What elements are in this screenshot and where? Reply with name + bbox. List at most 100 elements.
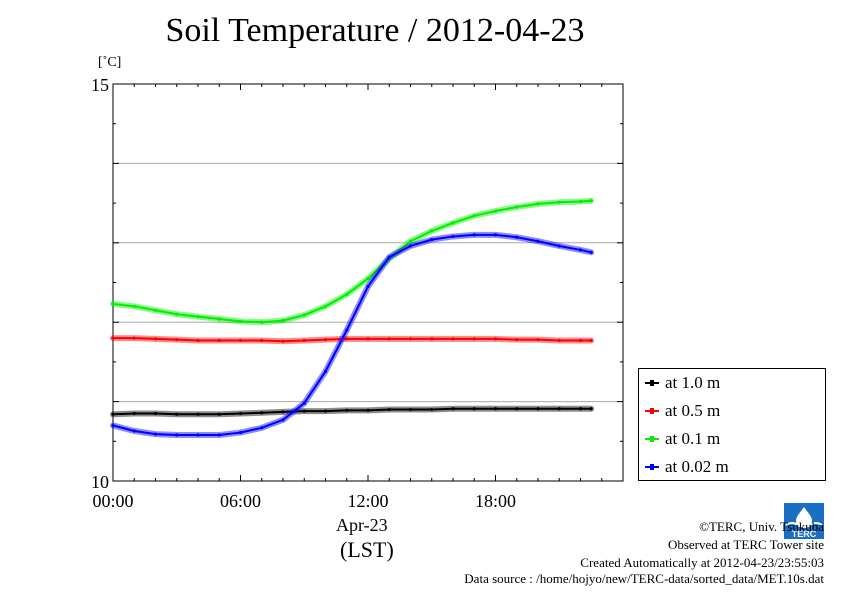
series-line-1 bbox=[112, 337, 593, 343]
data-point-3 bbox=[323, 369, 328, 374]
legend-item-002m: at 0.02 m bbox=[645, 457, 729, 477]
data-point-3 bbox=[515, 235, 519, 239]
data-point-2 bbox=[175, 312, 179, 316]
legend-swatch-002m bbox=[645, 464, 659, 470]
data-point-2 bbox=[260, 320, 264, 324]
data-point-3 bbox=[196, 433, 200, 437]
data-point-2 bbox=[515, 205, 519, 209]
data-point-0 bbox=[515, 407, 519, 411]
series-band-2 bbox=[110, 197, 595, 326]
data-point-3 bbox=[175, 433, 179, 437]
data-point-0 bbox=[387, 407, 391, 412]
data-point-1 bbox=[493, 337, 498, 341]
data-point-2 bbox=[557, 200, 561, 204]
data-point-3 bbox=[281, 418, 285, 422]
data-point-3 bbox=[578, 248, 583, 252]
observed-site-text: Observed at TERC Tower site bbox=[667, 537, 824, 552]
data-point-2 bbox=[408, 239, 413, 243]
data-point-1 bbox=[345, 337, 349, 341]
data-point-0 bbox=[578, 407, 583, 411]
data-point-1 bbox=[132, 336, 136, 340]
data-point-3 bbox=[451, 234, 455, 239]
series-line-0 bbox=[112, 407, 593, 416]
data-point-0 bbox=[345, 408, 349, 412]
data-point-2 bbox=[578, 199, 583, 204]
data-point-2 bbox=[493, 209, 498, 213]
y-axis-unit: [˚C] bbox=[98, 55, 122, 70]
data-point-3 bbox=[557, 244, 561, 248]
data-point-2 bbox=[536, 202, 540, 206]
legend: at 1.0 m at 0.5 m at 0.1 m at 0.02 m bbox=[638, 368, 826, 481]
data-point-1 bbox=[472, 337, 476, 341]
data-point-1 bbox=[238, 338, 243, 343]
data-point-1 bbox=[578, 338, 583, 343]
data-point-0 bbox=[111, 412, 115, 416]
data-point-0 bbox=[472, 407, 476, 411]
data-point-1 bbox=[153, 337, 158, 341]
data-point-1 bbox=[589, 338, 593, 343]
data-point-0 bbox=[153, 411, 158, 416]
data-point-1 bbox=[281, 339, 285, 343]
data-point-3 bbox=[430, 238, 434, 242]
data-point-2 bbox=[323, 304, 328, 308]
data-point-3 bbox=[366, 284, 370, 289]
x-axis-timezone-label: (LST) bbox=[340, 537, 394, 562]
legend-swatch-05m bbox=[645, 408, 659, 414]
data-point-3 bbox=[472, 233, 476, 237]
data-point-2 bbox=[153, 308, 158, 312]
data-point-0 bbox=[196, 412, 200, 416]
data-point-1 bbox=[515, 338, 519, 342]
data-point-3 bbox=[260, 426, 264, 430]
data-point-1 bbox=[536, 338, 540, 342]
data-point-0 bbox=[430, 407, 434, 412]
legend-item-1m: at 1.0 m bbox=[645, 373, 720, 393]
data-point-1 bbox=[175, 338, 179, 342]
copyright-text: ©TERC, Univ. Tsukuba bbox=[699, 519, 824, 534]
data-point-1 bbox=[260, 338, 264, 343]
data-point-2 bbox=[451, 221, 455, 225]
legend-swatch-01m bbox=[645, 436, 659, 442]
legend-swatch-1m bbox=[645, 380, 659, 386]
data-point-2 bbox=[472, 214, 476, 218]
data-point-3 bbox=[493, 233, 498, 237]
data-point-0 bbox=[589, 407, 593, 411]
legend-label-1m: at 1.0 m bbox=[665, 373, 721, 392]
created-timestamp-text: Created Automatically at 2012-04-23/23:5… bbox=[580, 555, 824, 570]
logo-text: TERC bbox=[792, 529, 817, 539]
data-point-2 bbox=[132, 304, 136, 308]
y-tick-label: 10 bbox=[91, 472, 109, 492]
data-point-0 bbox=[238, 411, 243, 416]
legend-item-05m: at 0.5 m bbox=[645, 401, 720, 421]
data-point-0 bbox=[323, 409, 328, 413]
legend-label-01m: at 0.1 m bbox=[665, 429, 721, 448]
data-point-0 bbox=[493, 407, 498, 411]
data-point-0 bbox=[281, 410, 285, 414]
data-point-1 bbox=[302, 338, 306, 343]
data-point-0 bbox=[451, 407, 455, 411]
data-point-3 bbox=[153, 432, 158, 436]
data-point-1 bbox=[557, 338, 561, 343]
x-tick-label: 00:00 bbox=[92, 491, 133, 511]
data-point-0 bbox=[175, 412, 179, 416]
data-point-2 bbox=[196, 315, 200, 319]
data-point-1 bbox=[430, 337, 434, 341]
data-point-0 bbox=[302, 409, 306, 413]
y-tick-label: 15 bbox=[91, 75, 109, 95]
data-point-1 bbox=[323, 338, 328, 342]
x-tick-label: 12:00 bbox=[347, 491, 388, 511]
data-source-text: Data source : /home/hojyo/new/TERC-data/… bbox=[464, 571, 824, 586]
data-point-2 bbox=[111, 302, 115, 306]
data-point-3 bbox=[217, 433, 221, 437]
terc-logo-icon: TERC bbox=[784, 503, 824, 539]
data-point-3 bbox=[387, 255, 391, 259]
data-point-3 bbox=[132, 429, 136, 433]
data-point-3 bbox=[589, 250, 593, 254]
data-point-2 bbox=[589, 199, 593, 203]
data-point-1 bbox=[366, 337, 370, 341]
data-point-0 bbox=[557, 407, 561, 411]
data-point-2 bbox=[238, 319, 243, 324]
series-line-3 bbox=[112, 233, 593, 436]
x-axis-date-label: Apr-23 bbox=[336, 515, 388, 535]
data-point-1 bbox=[408, 337, 413, 341]
